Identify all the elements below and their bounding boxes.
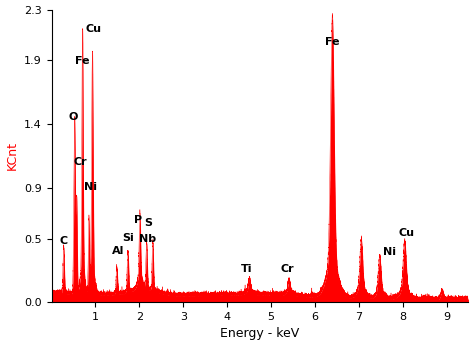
Text: S: S — [145, 218, 153, 228]
Text: Al: Al — [112, 246, 124, 256]
Text: O: O — [68, 112, 78, 122]
Text: Ti: Ti — [241, 264, 253, 274]
Text: Cr: Cr — [281, 264, 294, 274]
Text: C: C — [59, 236, 68, 246]
Text: Cr: Cr — [73, 157, 87, 167]
Text: Cu: Cu — [398, 228, 414, 238]
Y-axis label: KCnt: KCnt — [6, 142, 18, 170]
Text: Cu: Cu — [86, 25, 102, 35]
Text: P: P — [134, 215, 142, 225]
X-axis label: Energy - keV: Energy - keV — [220, 327, 300, 340]
Text: Nb: Nb — [139, 234, 156, 244]
Text: Ni: Ni — [83, 182, 97, 192]
Text: Fe: Fe — [75, 56, 90, 66]
Text: Si: Si — [123, 233, 135, 243]
Text: Ni: Ni — [383, 247, 396, 257]
Text: Fe: Fe — [325, 37, 339, 47]
